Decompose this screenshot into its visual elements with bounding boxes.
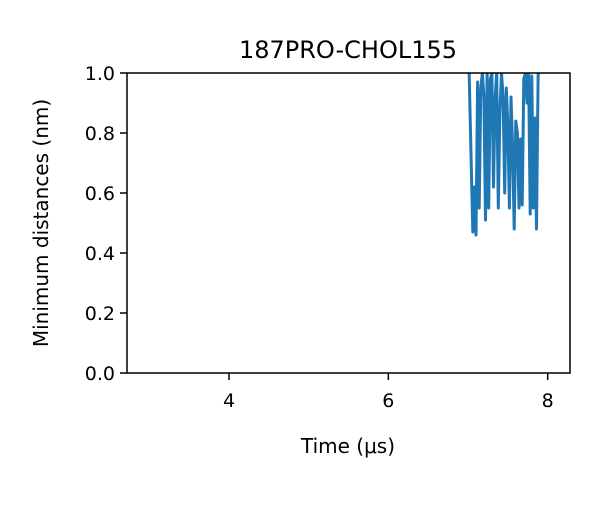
y-tick-label: 0.2: [85, 303, 115, 325]
y-tick-label: 0.8: [85, 123, 115, 145]
y-tick-label: 0.4: [85, 243, 115, 265]
axes-frame: [126, 72, 571, 374]
y-tick-label: 0.6: [85, 183, 115, 205]
y-axis-label: Minimum distances (nm): [29, 99, 53, 347]
chart-title: 187PRO-CHOL155: [239, 36, 457, 64]
x-tick-label: 8: [542, 390, 554, 412]
y-axis-ticks: 0.0 0.2 0.4 0.6 0.8 1.0: [85, 63, 127, 385]
x-tick-label: 4: [223, 390, 235, 412]
x-axis-ticks: 4 6 8: [223, 373, 554, 412]
plot-area: [467, 73, 540, 237]
x-axis-label: Time (μs): [300, 434, 395, 458]
series-line: [467, 73, 540, 237]
y-tick-label: 1.0: [85, 63, 115, 85]
x-tick-label: 6: [382, 390, 394, 412]
y-tick-label: 0.0: [85, 363, 115, 385]
